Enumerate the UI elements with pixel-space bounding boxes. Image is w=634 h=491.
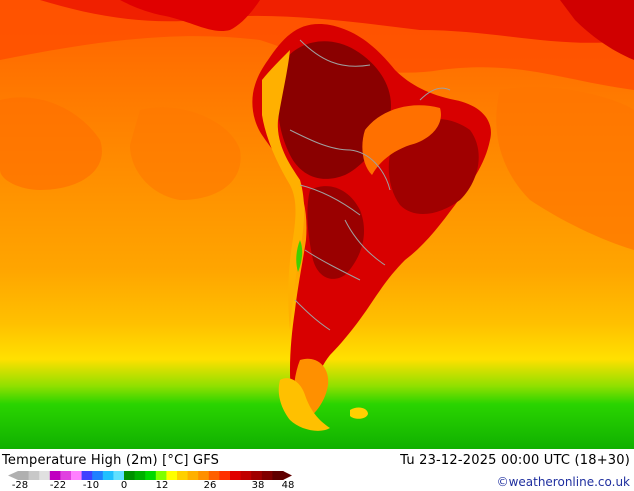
legend-swatch [208, 471, 220, 480]
legend-tick-label: 38 [251, 480, 265, 491]
legend-swatch [49, 471, 61, 480]
legend-swatch [124, 471, 136, 480]
map-footer: Temperature High (2m) [°C] GFS Tu 23-12-… [0, 449, 634, 491]
legend-arrow-right [283, 471, 292, 480]
north-coast-land [560, 0, 634, 60]
central-america-land [120, 0, 260, 32]
map-title: Temperature High (2m) [°C] GFS [2, 453, 220, 468]
legend-swatch [18, 471, 30, 480]
legend-swatch [102, 471, 114, 480]
legend-swatch [230, 471, 242, 480]
tierra-del-fuego [278, 378, 330, 431]
pacific-warm-patch [0, 97, 102, 190]
brazil-highland-cool [362, 105, 441, 175]
falkland-islands [350, 407, 368, 419]
legend-swatch [251, 471, 263, 480]
pacific-warm-patch-2 [130, 107, 241, 200]
legend-swatch [187, 471, 199, 480]
legend-swatch [113, 471, 125, 480]
legend-swatch [145, 471, 157, 480]
legend-swatch [60, 471, 72, 480]
legend-swatch [198, 471, 210, 480]
legend-tick-label: 12 [155, 480, 169, 491]
legend-tick-label: -28 [11, 480, 29, 491]
credit-link[interactable]: ©weatheronline.co.uk [496, 475, 630, 489]
andes-strip [262, 50, 305, 330]
legend-swatch [240, 471, 252, 480]
andes-green-spots [296, 240, 303, 272]
legend-swatch [92, 471, 104, 480]
legend-tick-label: 48 [281, 480, 295, 491]
legend-tick-label: -22 [49, 480, 67, 491]
legend-swatch [134, 471, 146, 480]
color-legend: -28 -22 -10 0 12 26 38 48 [0, 471, 300, 491]
legend-tick-label: 26 [203, 480, 217, 491]
temperature-map[interactable] [0, 0, 634, 449]
atlantic-warm-patch [496, 87, 634, 251]
legend-tick-label: 0 [120, 480, 128, 491]
legend-swatch [155, 471, 167, 480]
legend-swatch [28, 471, 40, 480]
legend-swatch [261, 471, 273, 480]
legend-tick-label: -10 [82, 480, 100, 491]
legend-arrow-left [8, 471, 18, 480]
legend-swatch [81, 471, 93, 480]
legend-swatch [39, 471, 51, 480]
legend-swatch [166, 471, 178, 480]
legend-swatch [272, 471, 284, 480]
forecast-datetime: Tu 23-12-2025 00:00 UTC (18+30) [400, 453, 630, 468]
chaco-extreme-zone [307, 186, 365, 279]
legend-swatch [177, 471, 189, 480]
legend-swatch [219, 471, 231, 480]
legend-bar [8, 471, 292, 480]
legend-swatch [71, 471, 83, 480]
country-borders [289, 39, 451, 331]
